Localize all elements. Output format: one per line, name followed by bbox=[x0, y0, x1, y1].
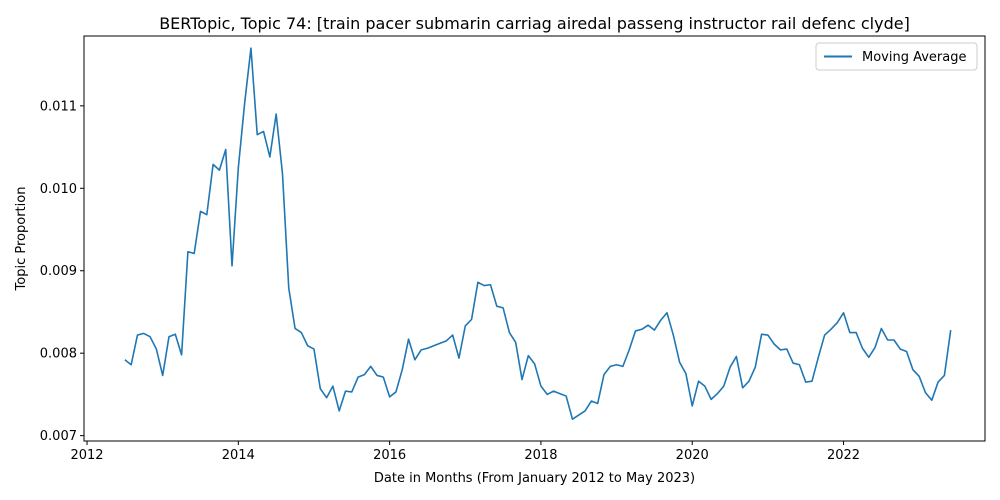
y-tick-label: 0.010 bbox=[40, 182, 77, 197]
x-tick-label: 2018 bbox=[524, 448, 557, 463]
series-layer bbox=[124, 47, 952, 420]
y-axis-label: Topic Proportion bbox=[14, 187, 29, 292]
x-axis: 2012 2014 2016 2018 2020 2022 bbox=[70, 441, 860, 463]
y-axis: 0.007 0.008 0.009 0.010 0.011 bbox=[40, 99, 84, 444]
x-tick-label: 2012 bbox=[70, 448, 103, 463]
legend-label: Moving Average bbox=[862, 50, 966, 65]
axes-frame bbox=[83, 35, 986, 442]
y-tick-label: 0.008 bbox=[40, 347, 77, 362]
x-tick-label: 2020 bbox=[676, 448, 709, 463]
y-tick-label: 0.007 bbox=[40, 429, 77, 444]
x-tick-label: 2014 bbox=[222, 448, 255, 463]
x-tick-label: 2022 bbox=[827, 448, 860, 463]
y-tick-label: 0.009 bbox=[40, 264, 77, 279]
legend-box bbox=[815, 42, 978, 71]
axes-background bbox=[84, 36, 985, 441]
x-tick-label: 2016 bbox=[373, 448, 406, 463]
series-line-moving-average bbox=[124, 47, 952, 420]
plot-area bbox=[84, 36, 985, 441]
x-axis-label: Date in Months (From January 2012 to May… bbox=[374, 471, 695, 486]
legend: Moving Average bbox=[815, 42, 978, 71]
chart-title: BERTopic, Topic 74: [train pacer submari… bbox=[159, 14, 910, 33]
y-tick-label: 0.011 bbox=[40, 99, 77, 114]
